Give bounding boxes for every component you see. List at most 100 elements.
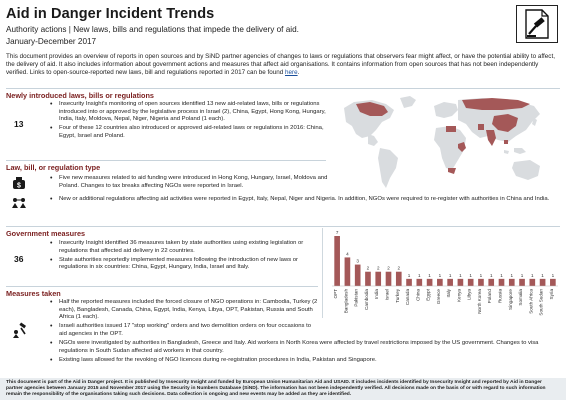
category-tick-label: South Africa [528,289,533,314]
bar-libya [467,278,474,286]
category-tick-label: OPT [333,289,338,299]
list-item: Israeli authorities issued 17 "stop work… [50,323,320,338]
people-network-icon [10,196,28,215]
list-item: Half the reported measures included the … [50,299,320,322]
category-tick-label: Egypt [426,288,431,300]
bar-kenya [457,278,464,286]
world-map [338,94,558,196]
bar-bangladesh [344,257,351,286]
section-title-measures-taken: Measures taken [6,289,61,298]
bar-syria [550,278,556,286]
list-item: Insecurity Insight identified 36 measure… [50,240,318,255]
category-tick-label: Russia [498,289,503,303]
bar-cambodia [365,271,371,286]
document-gavel-icon [516,5,558,43]
bar-india [375,271,382,286]
intro-text: This document provides an overview of re… [6,53,555,77]
bar-china [416,278,423,286]
bar-value-label: 2 [377,266,380,271]
category-tick-label: Somalia [518,289,523,306]
new-laws-count: 13 [14,119,24,129]
list-item: Five new measures related to aid funding… [50,175,332,190]
list-item: State authorities reportedly implemented… [50,257,318,272]
bar-south-africa [529,278,536,286]
bar-value-label: 2 [397,266,400,271]
bar-turkey [395,271,402,286]
bar-value-label: 1 [480,273,483,278]
list-item: Existing laws allowed for the revoking o… [50,357,560,365]
list-item: Insecurity Insight's monitoring of open … [50,101,332,124]
bar-value-label: 3 [356,259,359,264]
intro-link[interactable]: here [284,69,298,77]
category-tick-label: North Korea [477,289,482,314]
category-tick-label: Libya [467,289,472,300]
gov-measures-count: 36 [14,254,24,264]
intro-end: . [297,69,300,77]
bar-chart-svg: 7 OPT 4 Bangladesh 3 Pakistan 2 Cambodia 2 India 2… [332,230,558,316]
category-tick-label: Canada [405,289,410,306]
bar-somalia [519,278,525,286]
bar-pakistan [354,264,361,286]
intro-paragraph: This document provides an overview of re… [6,53,560,78]
list-item: NGOs were investigated by authorities in… [50,340,560,355]
page-title: Aid in Danger Incident Trends [6,6,215,22]
bar-value-label: 1 [521,273,524,278]
bar-value-label: 1 [510,273,513,278]
category-tick-label: Pakistan [354,289,359,307]
bar-value-label: 1 [449,273,452,278]
section-title-gov-measures: Government measures [6,229,86,238]
bar-canada [406,278,412,286]
section-title-law-type: Law, bill, or regulation type [6,163,101,172]
bar-poland [488,278,495,286]
money-bag-icon: $ [11,176,27,195]
bar-israel [385,271,392,286]
footer: This document is part of the Aid in Dang… [0,378,566,400]
bar-value-label: 2 [387,266,390,271]
category-tick-label: India [374,289,379,299]
bar-singapore [508,278,515,286]
category-tick-label: Singapore [508,289,513,310]
bar-italy [447,278,453,286]
bar-value-label: 2 [367,266,370,271]
category-tick-label: Greece [436,289,441,305]
bar-opt [334,236,340,286]
category-tick-label: Bangladesh [343,289,348,314]
category-tick-label: Kenya [456,289,461,302]
category-tick-label: Israel [385,289,390,300]
bar-value-label: 1 [490,273,493,278]
header: Aid in Danger Incident Trends Authority … [0,0,566,55]
section-divider [6,88,560,89]
category-tick-label: Poland [487,289,492,304]
category-tick-label: Italy [446,288,451,297]
bar-value-label: 4 [346,251,349,256]
measures-taken-bullets: Half the reported measures included the … [50,299,560,366]
chart-divider [322,228,323,318]
bar-russia [498,278,505,286]
list-item: New or additional regulations affecting … [50,196,560,204]
bar-value-label: 1 [531,273,534,278]
law-type-people-bullet: New or additional regulations affecting … [50,196,560,205]
gavel-person-icon [12,322,28,343]
page-subtitle: Authority actions | New laws, bills and … [6,25,299,34]
bar-egypt [426,278,433,286]
category-tick-label: Syria [549,289,554,300]
bar-value-label: 7 [336,230,339,235]
bar-value-label: 1 [500,273,503,278]
section-divider [6,286,318,287]
list-item: Four of these 12 countries also introduc… [50,125,332,140]
bar-north-korea [478,278,484,286]
gov-measures-bullets: Insecurity Insight identified 36 measure… [50,240,318,273]
section-divider [6,226,560,227]
bar-value-label: 1 [552,273,555,278]
category-tick-label: China [415,289,420,301]
bar-value-label: 1 [408,273,411,278]
bar-value-label: 1 [459,273,462,278]
section-divider [6,160,326,161]
law-type-money-bullet: Five new measures related to aid funding… [50,175,332,192]
date-range: January-December 2017 [6,37,97,46]
section-title-new-laws: Newly introduced laws, bills or regulati… [6,91,154,100]
bar-value-label: 1 [428,273,431,278]
category-tick-label: South Sudan [539,289,544,316]
bar-value-label: 1 [541,273,544,278]
category-tick-label: Cambodia [364,289,369,310]
